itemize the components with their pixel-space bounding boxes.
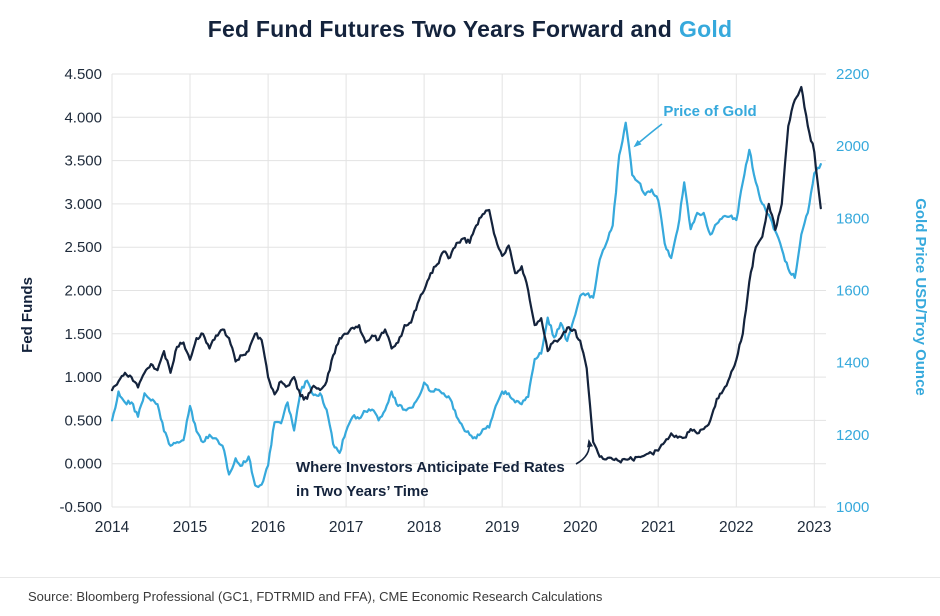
right-axis-title: Gold Price USD/Troy Ounce [912, 198, 929, 396]
x-axis-tick-label: 2017 [329, 519, 363, 535]
right-axis-tick-label: 1000 [836, 499, 869, 516]
annotation-fed-rates-anticipation: in Two Years’ Time [296, 483, 429, 500]
chart-title-highlight: Gold [679, 16, 733, 42]
left-axis-title: Fed Funds [19, 277, 36, 353]
gridlines [111, 73, 826, 508]
series-line-blue [110, 121, 822, 489]
left-axis-tick-label: 0.500 [64, 412, 102, 429]
x-axis-tick-label: 2014 [95, 519, 130, 535]
chart-title-main: Fed Fund Futures Two Years Forward and [207, 16, 673, 42]
annotation-price-of-gold: Price of Gold [663, 103, 756, 120]
annotation-arrow-fed-rates-anticipation [575, 439, 593, 465]
x-axis-tick-label: 2022 [719, 519, 753, 535]
left-axis-tick-label: 4.000 [64, 109, 102, 126]
right-axis-tick-label: 1600 [836, 283, 869, 300]
left-axis-tick-label: 3.000 [64, 196, 102, 213]
x-axis-tick-label: 2016 [251, 519, 285, 535]
left-axis-tick-label: 2.500 [64, 239, 102, 256]
chart-title: Fed Fund Futures Two Years Forward and Go… [0, 16, 940, 43]
left-axis-tick-label: 1.500 [64, 326, 102, 343]
x-axis-tick-label: 2020 [563, 519, 598, 535]
left-axis-tick-label: 3.500 [64, 153, 102, 170]
x-axis-tick-label: 2019 [485, 519, 519, 535]
right-axis-tick-label: 1800 [836, 210, 869, 227]
left-axis-tick-label: 4.500 [64, 66, 102, 83]
left-axis-tick-label: 2.000 [64, 283, 102, 300]
x-axis-tick-label: 2015 [173, 519, 207, 535]
line-chart: 4.500 4.000 3.500 3.000 2.500 2.000 1.500 1.000… [0, 45, 940, 536]
left-axis-tick-label: 1.000 [64, 369, 102, 386]
left-axis-tick-label: 0.000 [64, 456, 102, 473]
x-axis-tick-label: 2023 [797, 519, 831, 535]
right-axis-tick-label: 1200 [836, 427, 869, 444]
annotation-fed-rates-anticipation: Where Investors Anticipate Fed Rates [296, 459, 565, 476]
left-axis-tick-label: -0.500 [59, 499, 102, 516]
x-axis-tick-label: 2021 [641, 519, 675, 535]
right-axis-tick-label: 1400 [836, 355, 869, 372]
series-line-navy [110, 85, 822, 464]
annotation-arrow-price-of-gold [633, 123, 663, 148]
x-axis-tick-label: 2018 [407, 519, 441, 535]
chart-svg: 4.500 4.000 3.500 3.000 2.500 2.000 1.500 1.000… [19, 66, 929, 536]
right-axis-tick-label: 2000 [836, 138, 869, 155]
right-axis-tick-label: 2200 [836, 66, 869, 83]
